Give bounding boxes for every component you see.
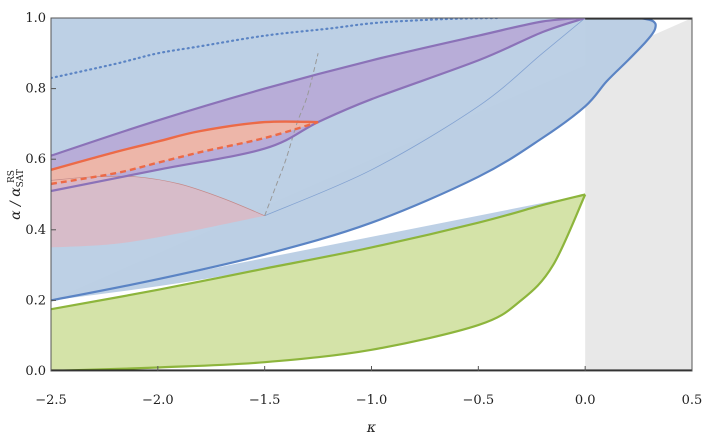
red-upper-line	[51, 120, 319, 171]
purple-lower-line	[51, 18, 586, 193]
x-tick-label: 0.5	[682, 393, 703, 408]
y-axis-label-sup: RS	[7, 170, 17, 183]
y-tick-label: 0.4	[25, 223, 46, 238]
pink-region-edge-line	[51, 175, 265, 217]
blue-region	[51, 18, 656, 301]
purple-upper-line	[51, 18, 586, 157]
y-tick-label: 0.0	[25, 364, 46, 379]
green-region	[51, 194, 586, 371]
y-axis-label-main: α / α	[8, 187, 24, 220]
x-axis-label: κ	[366, 420, 376, 436]
y-tick-label: 0.6	[25, 152, 46, 167]
y-tick-label: 0.8	[25, 82, 46, 97]
chart-regions	[51, 18, 692, 371]
y-axis-label-sub: SAT	[16, 169, 26, 187]
x-tick-label: −1.0	[356, 393, 388, 408]
x-axis-ticks: −2.5 −2.0 −1.5 −1.0 −0.5 0.0 0.5	[35, 366, 702, 408]
y-tick-label: 1.0	[25, 11, 46, 26]
blue-faint-diagonal-line	[264, 18, 586, 217]
svg-text:α / αSAT: α / αSAT	[8, 169, 26, 220]
y-axis-label: α / αSAT RS	[7, 169, 26, 220]
x-tick-label: −1.5	[249, 393, 281, 408]
x-tick-label: −2.5	[35, 393, 67, 408]
red-dashed-line	[51, 120, 319, 186]
red-region	[51, 121, 319, 184]
y-tick-label: 0.2	[25, 293, 46, 308]
y-axis-ticks: 0.0 0.2 0.4 0.6 0.8 1.0	[25, 11, 56, 379]
pink-region	[51, 176, 265, 248]
x-tick-label: 0.0	[575, 393, 596, 408]
green-upper-line	[51, 193, 586, 311]
x-tick-label: −2.0	[142, 393, 174, 408]
gray-dashed-line	[264, 53, 319, 216]
blue-dotted-line	[51, 18, 501, 80]
x-tick-label: −0.5	[463, 393, 495, 408]
